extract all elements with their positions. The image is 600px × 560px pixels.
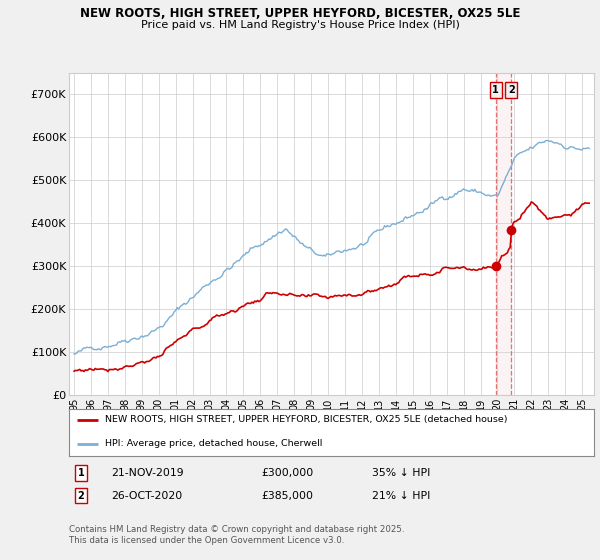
Bar [496, 73, 511, 395]
Text: 21% ↓ HPI: 21% ↓ HPI [372, 491, 430, 501]
Text: 1: 1 [492, 85, 499, 95]
Text: NEW ROOTS, HIGH STREET, UPPER HEYFORD, BICESTER, OX25 5LE (detached house): NEW ROOTS, HIGH STREET, UPPER HEYFORD, B… [105, 416, 507, 424]
Text: HPI: Average price, detached house, Cherwell: HPI: Average price, detached house, Cher… [105, 439, 322, 448]
Text: 21-NOV-2019: 21-NOV-2019 [111, 468, 184, 478]
Text: £300,000: £300,000 [261, 468, 313, 478]
Text: 35% ↓ HPI: 35% ↓ HPI [372, 468, 430, 478]
Text: 1: 1 [77, 468, 85, 478]
Text: Contains HM Land Registry data © Crown copyright and database right 2025.
This d: Contains HM Land Registry data © Crown c… [69, 525, 404, 545]
Text: 2: 2 [77, 491, 85, 501]
Text: Price paid vs. HM Land Registry's House Price Index (HPI): Price paid vs. HM Land Registry's House … [140, 20, 460, 30]
Text: NEW ROOTS, HIGH STREET, UPPER HEYFORD, BICESTER, OX25 5LE: NEW ROOTS, HIGH STREET, UPPER HEYFORD, B… [80, 7, 520, 20]
Text: £385,000: £385,000 [261, 491, 313, 501]
Text: 26-OCT-2020: 26-OCT-2020 [111, 491, 182, 501]
Text: 2: 2 [508, 85, 515, 95]
